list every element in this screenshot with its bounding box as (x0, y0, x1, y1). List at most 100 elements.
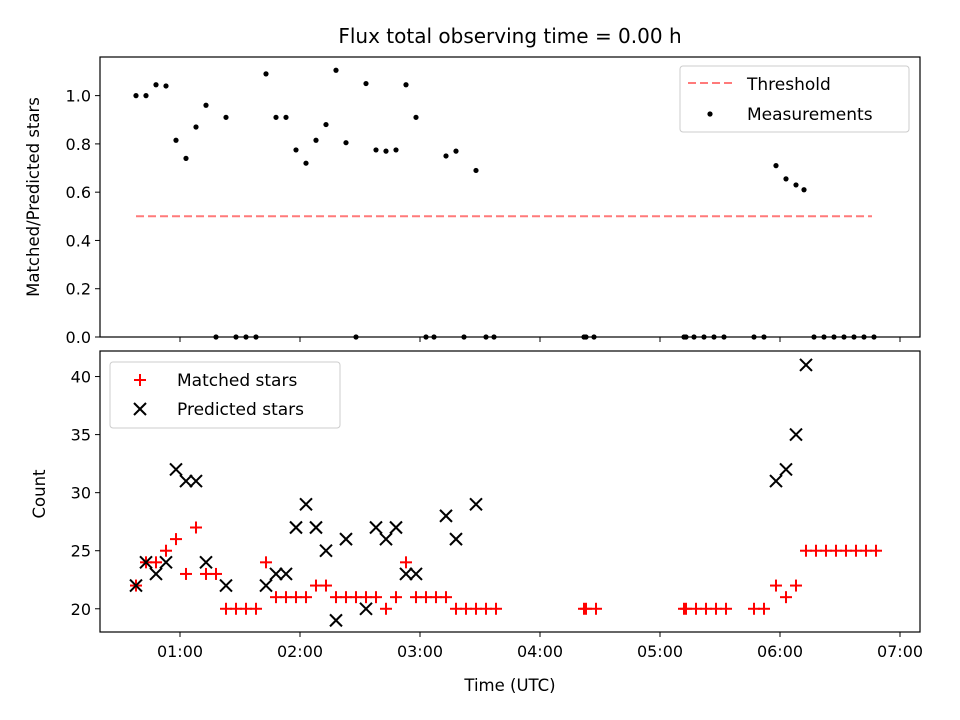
predicted-star-point (389, 520, 403, 535)
predicted-star-point (169, 462, 183, 477)
predicted-star-point (769, 474, 783, 488)
matched-star-point (758, 602, 770, 615)
measurement-point (143, 93, 149, 99)
measurement-point (173, 137, 179, 143)
matched-star-point (260, 556, 272, 569)
measurement-point (343, 140, 349, 146)
top-y-tick-label: 0.2 (66, 280, 91, 299)
predicted-star-point (449, 532, 463, 546)
bottom-plot-area (129, 358, 882, 628)
matched-star-point (180, 567, 192, 580)
top-x-axis-ticks (179, 337, 901, 342)
matched-legend-swatch (134, 374, 146, 386)
predicted-star-point (339, 532, 353, 546)
measurement-point (313, 137, 319, 143)
measurement-point (183, 155, 189, 161)
bottom-legend: Matched stars Predicted stars (109, 361, 341, 429)
measurement-point (133, 93, 139, 99)
x-tick-label: 04:00 (517, 642, 563, 661)
threshold-legend-label: Threshold (746, 75, 831, 95)
matched-star-point (490, 602, 502, 615)
measurement-point (443, 153, 449, 159)
matched-star-point (370, 591, 382, 604)
predicted-legend-swatch (133, 402, 147, 416)
predicted-star-point (409, 567, 423, 581)
top-plot-frame (99, 56, 921, 338)
predicted-star-point (319, 544, 333, 558)
x-tick-label: 01:00 (157, 642, 203, 661)
matched-star-point (390, 591, 402, 604)
top-y-axis-label: Matched/Predicted stars (24, 97, 43, 297)
measurement-point (273, 114, 279, 120)
matched-star-point (300, 591, 312, 604)
measurement-point (323, 121, 329, 128)
predicted-star-point (309, 520, 323, 535)
measurement-point (193, 124, 199, 130)
matched-star-point (590, 602, 602, 615)
predicted-star-point (189, 474, 203, 488)
chart-title: Flux total observing time = 0.00 h (338, 24, 681, 48)
matched-star-point (170, 533, 182, 546)
bottom-x-axis: 01:00 02:00 03:00 04:00 05:00 06:00 07:00 (157, 632, 923, 661)
predicted-star-point (259, 578, 273, 593)
measurement-point (403, 82, 409, 88)
top-panel: 0.0 0.2 0.4 0.6 0.8 1.0 Matched/Predicted sta… (24, 56, 921, 347)
matched-star-point (190, 521, 202, 534)
top-y-tick-label: 0.8 (66, 135, 91, 154)
matched-star-point (160, 544, 172, 557)
predicted-star-point (779, 462, 793, 477)
predicted-legend-label: Predicted stars (177, 400, 304, 420)
predicted-star-point (289, 520, 303, 535)
x-axis-label: Time (UTC) (463, 676, 555, 695)
predicted-star-point (139, 555, 153, 570)
predicted-star-point (799, 358, 813, 372)
measurement-point (163, 83, 169, 89)
matched-star-point (790, 579, 802, 592)
bottom-y-tick-label: 20 (71, 600, 91, 619)
matched-star-point (870, 544, 882, 557)
measurement-point (773, 163, 779, 169)
top-y-tick-label: 1.0 (66, 87, 91, 106)
predicted-star-point (469, 497, 483, 511)
top-y-tick-label: 0.6 (66, 183, 91, 202)
measurement-point (293, 147, 299, 153)
bottom-y-axis-label: Count (30, 469, 49, 519)
bottom-legend-box (109, 361, 341, 429)
bottom-y-axis: 20 25 30 35 40 (71, 368, 100, 619)
measurement-point (383, 148, 389, 154)
top-plot-area (133, 67, 877, 340)
predicted-star-point (379, 532, 393, 546)
predicted-star-point (129, 578, 143, 593)
measurement-point (413, 114, 419, 120)
matched-star-point (150, 556, 162, 569)
measurement-point (801, 187, 807, 193)
predicted-star-point (439, 509, 453, 523)
measurement-point (393, 147, 399, 153)
bottom-y-tick-label: 40 (71, 368, 91, 387)
predicted-star-point (279, 567, 293, 581)
measurement-point (473, 167, 479, 174)
predicted-star-point (399, 567, 413, 581)
predicted-star-point (299, 497, 313, 511)
matched-star-point (400, 556, 412, 569)
predicted-star-point (199, 555, 213, 570)
matched-legend-label: Matched stars (177, 371, 297, 391)
predicted-star-point (789, 427, 803, 442)
measurement-point (303, 160, 309, 166)
matched-star-point (720, 602, 732, 615)
measurement-point (283, 114, 289, 120)
top-legend-box (679, 65, 910, 133)
measurement-point (783, 176, 789, 182)
matched-star-point (380, 602, 392, 615)
top-y-tick-label: 0.4 (66, 231, 91, 250)
top-legend: Threshold Measurements (679, 65, 910, 133)
predicted-star-point (359, 602, 373, 616)
matched-star-point (210, 567, 222, 580)
predicted-star-point (179, 474, 193, 488)
matched-star-point (780, 591, 792, 604)
bottom-y-tick-label: 35 (71, 426, 91, 445)
bottom-y-tick-label: 25 (71, 542, 91, 561)
measurement-point (153, 82, 159, 88)
top-y-tick-label: 0.0 (66, 328, 91, 347)
